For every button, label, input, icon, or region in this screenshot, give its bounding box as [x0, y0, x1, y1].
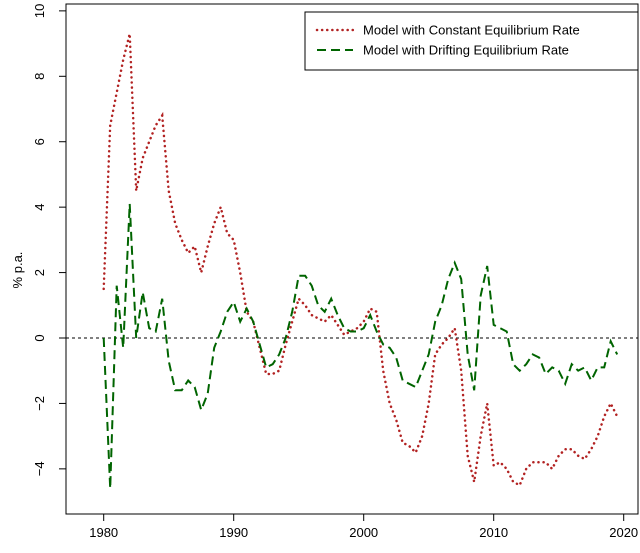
legend-label: Model with Drifting Equilibrium Rate [363, 43, 569, 58]
x-tick-label: 1980 [89, 525, 118, 540]
x-tick-label: 1990 [219, 525, 248, 540]
y-tick-label: 4 [32, 204, 47, 211]
y-tick-label: 6 [32, 138, 47, 145]
x-tick-label: 2000 [349, 525, 378, 540]
legend-box [304, 11, 639, 71]
y-tick-label: −4 [32, 461, 47, 476]
y-axis-label: % p.a. [10, 252, 25, 289]
y-tick-label: 10 [32, 4, 47, 18]
data-line [102, 203, 619, 489]
y-tick-label: −2 [32, 396, 47, 411]
y-tick-label: 0 [32, 334, 47, 341]
x-tick-label: 2010 [479, 525, 508, 540]
legend-label: Model with Constant Equilibrium Rate [363, 23, 580, 38]
y-tick-label: 2 [32, 269, 47, 276]
data-line [102, 33, 619, 487]
y-tick-label: 8 [32, 73, 47, 80]
plot-frame [65, 3, 639, 515]
x-tick-label: 2020 [609, 525, 638, 540]
